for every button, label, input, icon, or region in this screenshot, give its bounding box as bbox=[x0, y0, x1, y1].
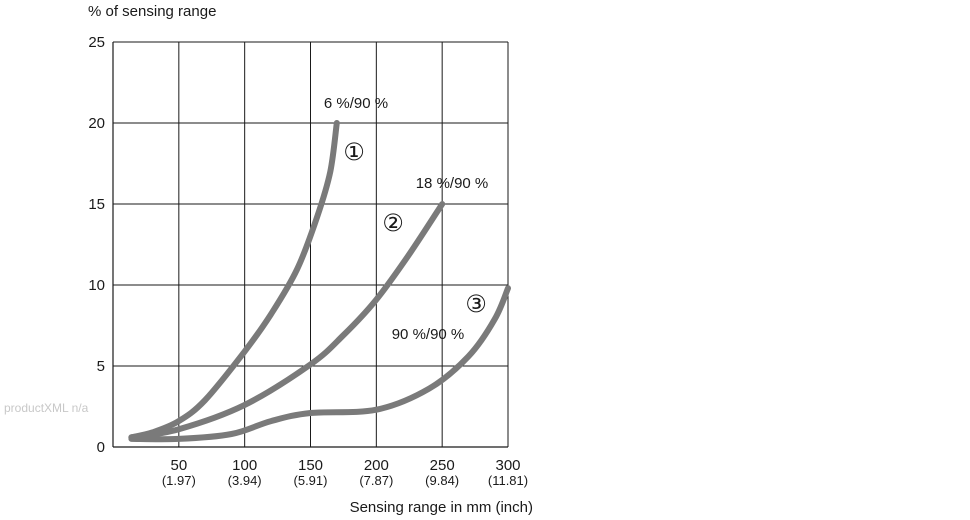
x-tick-label: 300 bbox=[495, 457, 520, 474]
series-end-point-3 bbox=[505, 285, 511, 291]
y-tick-label: 20 bbox=[88, 115, 105, 132]
x-tick-label: 250 bbox=[430, 457, 455, 474]
series-end-point-1 bbox=[334, 120, 340, 126]
x-tick-label: 150 bbox=[298, 457, 323, 474]
chart-series bbox=[128, 120, 511, 443]
x-tick-sublabel: (1.97) bbox=[162, 473, 196, 488]
y-tick-label: 25 bbox=[88, 34, 105, 51]
x-tick-sublabel: (11.81) bbox=[488, 473, 528, 488]
series-label-2: 18 %/90 % bbox=[416, 175, 489, 192]
y-axis-label: % of sensing range bbox=[88, 3, 216, 20]
series-line-1 bbox=[128, 120, 340, 441]
watermark-text: productXML n/a bbox=[4, 401, 89, 415]
series-label-1: 6 %/90 % bbox=[324, 95, 388, 112]
x-tick-label: 200 bbox=[364, 457, 389, 474]
x-tick-sublabel: (5.91) bbox=[294, 473, 328, 488]
x-tick-label: 100 bbox=[232, 457, 257, 474]
series-end-point-2 bbox=[439, 201, 445, 207]
y-tick-label: 0 bbox=[97, 439, 105, 456]
series-label-3: 90 %/90 % bbox=[392, 326, 465, 343]
series-marker-1: ① bbox=[343, 139, 365, 166]
series-marker-3: ③ bbox=[465, 291, 487, 318]
x-tick-sublabel: (7.87) bbox=[359, 473, 393, 488]
series-line-3 bbox=[128, 285, 511, 443]
series-line-2 bbox=[128, 201, 446, 441]
series-marker-2: ② bbox=[382, 210, 404, 237]
x-tick-sublabel: (9.84) bbox=[425, 473, 459, 488]
y-tick-label: 10 bbox=[88, 277, 105, 294]
chart-labels: 6 %/90 % ① 18 %/90 % ② 90 %/90 %③ bbox=[324, 95, 488, 343]
y-tick-label: 15 bbox=[88, 196, 105, 213]
y-tick-label: 5 bbox=[97, 358, 105, 375]
chart-axes: 50(1.97)100(3.94)150(5.91)200(7.87)250(9… bbox=[88, 34, 528, 488]
x-tick-sublabel: (3.94) bbox=[228, 473, 262, 488]
x-tick-label: 50 bbox=[170, 457, 187, 474]
x-axis-label: Sensing range in mm (inch) bbox=[350, 499, 533, 516]
